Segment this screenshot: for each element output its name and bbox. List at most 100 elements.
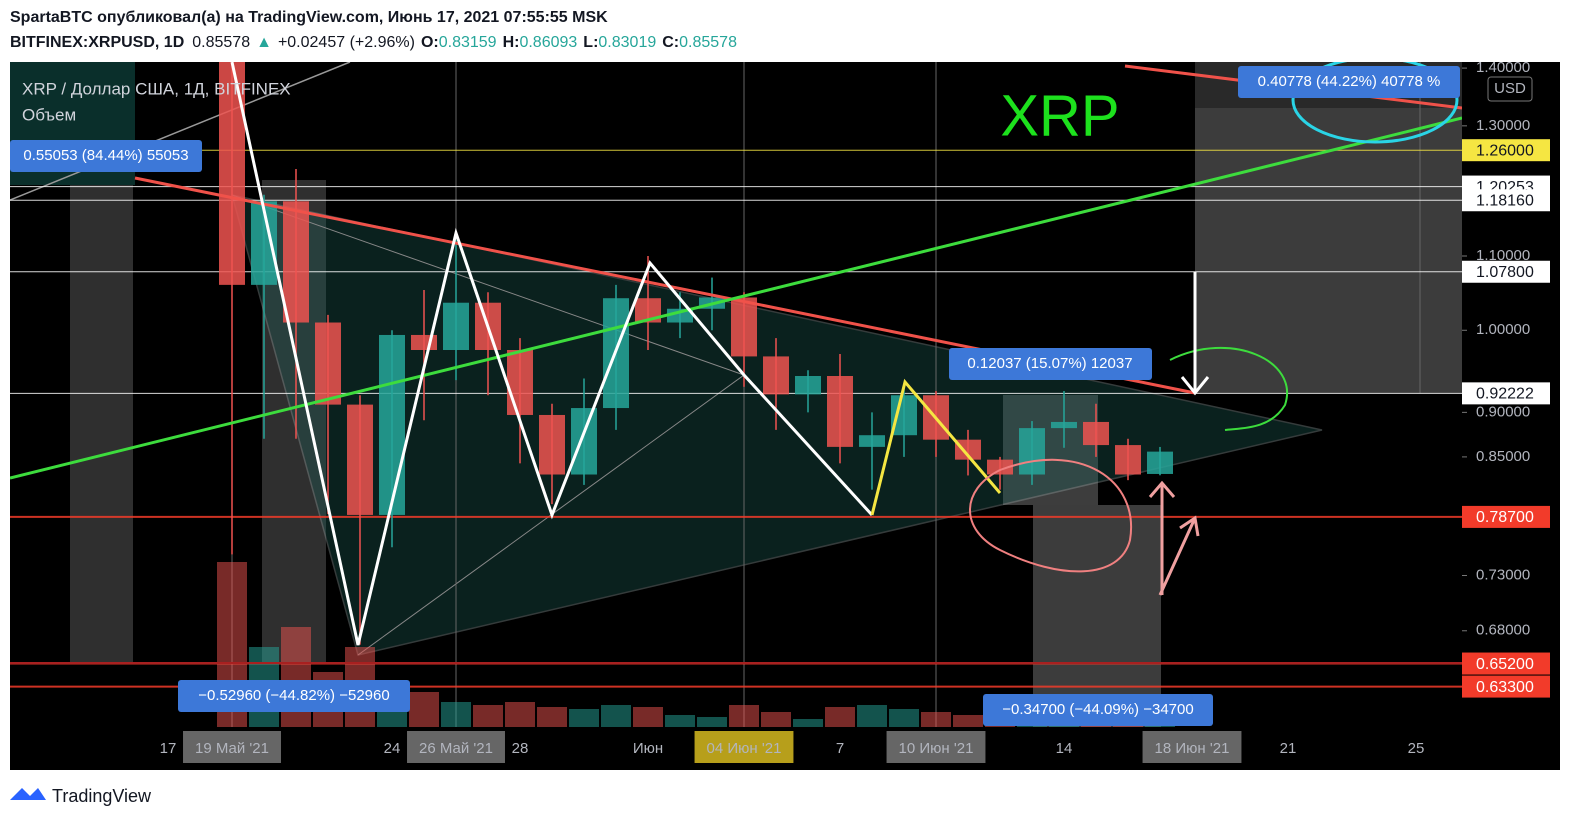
volume-bar <box>505 702 535 727</box>
currency: USD <box>1494 80 1526 97</box>
quote-line: BITFINEX:XRPUSD, 1D 0.85578 ▲ +0.02457 (+2.… <box>10 34 737 51</box>
circle <box>1169 346 1288 431</box>
price-tag-label: 0.78700 <box>1476 509 1534 526</box>
zone <box>1003 395 1098 505</box>
volume-bar <box>793 719 823 727</box>
published: SpartaBTC опубликовал(а) на TradingView.… <box>10 9 608 26</box>
x-tick-label: 17 <box>160 740 177 757</box>
h: 0.86093 <box>519 34 577 51</box>
x-label-bg <box>886 731 986 763</box>
c-label: C: <box>662 34 679 51</box>
volume-bar <box>441 702 471 727</box>
y-tick-label: 0.85000 <box>1476 448 1530 465</box>
x-tick-label: 25 <box>1408 740 1425 757</box>
measure-box <box>983 694 1213 726</box>
candle-body <box>283 201 309 323</box>
zone <box>70 185 133 662</box>
y-tick-label: 0.73000 <box>1476 566 1530 583</box>
price-tag <box>1462 139 1550 162</box>
price-tag <box>1462 505 1550 528</box>
volume-bar <box>601 705 631 727</box>
zone <box>1195 108 1462 393</box>
volume-bar <box>633 707 663 727</box>
candle-body <box>1019 428 1045 475</box>
x-tick-label: 7 <box>836 740 844 757</box>
measure: 0.40778 (44.22%) 40778 % <box>1258 73 1441 90</box>
circle <box>969 458 1133 573</box>
y-tick-label: 1.30000 <box>1476 117 1530 134</box>
measure: −0.34700 (−44.09%) −34700 <box>1002 701 1193 718</box>
measure: 0.55053 (84.44%) 55053 <box>23 147 188 164</box>
volume-bar <box>409 692 439 727</box>
price-tag-label: 0.65200 <box>1476 656 1534 673</box>
price-tag <box>1462 652 1550 675</box>
last: 0.85578 <box>192 34 250 51</box>
candle-body <box>539 414 565 475</box>
candle-body <box>955 439 981 460</box>
volume-bar <box>825 707 855 727</box>
o-label: O: <box>421 34 439 51</box>
arrow-up <box>1148 480 1200 596</box>
y-tick-label: 0.68000 <box>1476 622 1530 639</box>
volume-bar <box>953 715 983 727</box>
price-tag-label: 1.26000 <box>1476 142 1534 159</box>
candle-body <box>571 408 597 475</box>
candle-body <box>731 297 757 357</box>
x-tick-label: 18 Июн '21 <box>1155 740 1230 757</box>
c: 0.85578 <box>679 34 737 51</box>
logo <box>10 788 46 800</box>
x-label-bg <box>694 731 794 763</box>
measure: −0.52960 (−44.82%) −52960 <box>198 687 389 704</box>
candle-body <box>795 376 821 395</box>
volume-bar <box>761 712 791 727</box>
volume-bar <box>857 705 887 727</box>
price-tag <box>1462 189 1550 212</box>
y-tick-label: 1.40000 <box>1476 59 1530 76</box>
trend-line <box>10 62 351 201</box>
arrow: ▲ <box>256 34 272 51</box>
price-tag-label: 1.18160 <box>1476 192 1534 209</box>
price-tag-label: 0.63300 <box>1476 679 1534 696</box>
currency-box <box>1487 76 1533 102</box>
candle-body <box>1147 451 1173 474</box>
drawings <box>10 62 1462 646</box>
symbol: BITFINEX:XRPUSD, 1D <box>10 34 184 51</box>
volume-bar <box>889 709 919 727</box>
candle-body <box>1051 421 1077 429</box>
x-tick-label: 14 <box>1056 740 1073 757</box>
price-tag <box>1462 382 1550 405</box>
candle-body <box>891 395 917 436</box>
x-label-bg <box>1142 731 1242 763</box>
price-tag-label: 0.92222 <box>1476 386 1534 403</box>
price-tag-label: 1.07800 <box>1476 264 1534 281</box>
y-tick-label: 0.90000 <box>1476 403 1530 420</box>
measure-box <box>1238 66 1460 98</box>
measure: 0.12037 (15.07%) 12037 <box>967 355 1132 372</box>
candle-body <box>987 459 1013 475</box>
volume-bar <box>569 709 599 727</box>
x-label-bg <box>407 731 505 763</box>
xrp-title: XRP <box>1000 83 1119 148</box>
x-tick-label: 10 Июн '21 <box>899 740 974 757</box>
candle-body <box>1115 445 1141 475</box>
o: 0.83159 <box>439 34 497 51</box>
price-tag <box>1462 675 1550 698</box>
x-tick-label: Июн <box>633 740 663 757</box>
h-label: H: <box>503 34 520 51</box>
volume-bar <box>665 715 695 727</box>
zigzag <box>230 62 874 646</box>
arrow-down <box>1180 272 1210 396</box>
candle-body <box>443 302 469 350</box>
measure-box <box>949 348 1152 380</box>
x-tick-label: 04 Июн '21 <box>707 740 782 757</box>
zigzag-yellow <box>870 378 1002 516</box>
x-tick-label: 28 <box>512 740 529 757</box>
circle <box>1291 62 1459 144</box>
legend-series: XRP / Доллар США, 1Д, BITFINEX <box>22 79 291 98</box>
candle-body <box>379 334 405 515</box>
triangle <box>230 194 1323 656</box>
candle-body <box>859 435 885 447</box>
brand: TradingView <box>52 786 152 806</box>
x-label-bg <box>183 731 281 763</box>
